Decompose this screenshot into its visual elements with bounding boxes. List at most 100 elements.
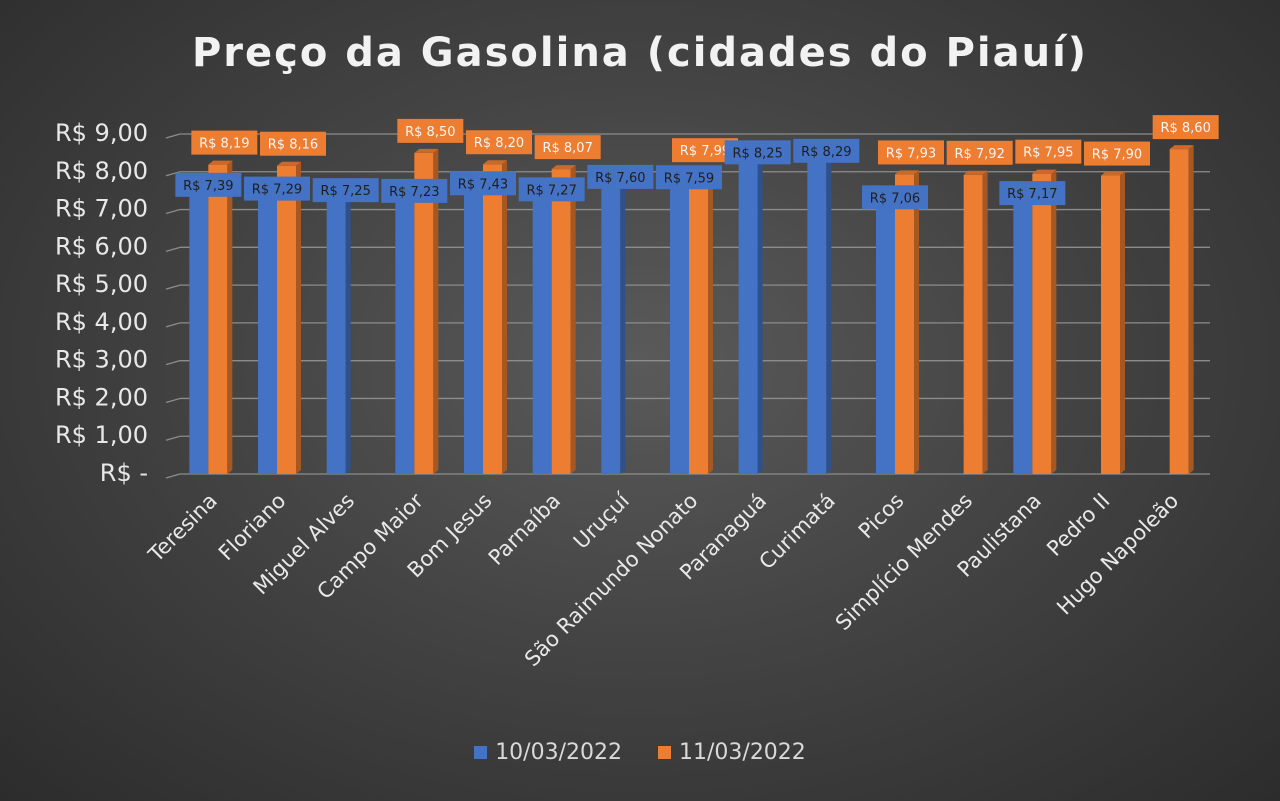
- data-label-text: R$ 7,17: [1007, 187, 1057, 202]
- legend-label-series-1: 10/03/2022: [495, 740, 622, 765]
- bar-front: [258, 198, 277, 474]
- legend-label-series-2: 11/03/2022: [679, 740, 806, 765]
- bar: [895, 170, 919, 474]
- bar-top: [483, 160, 507, 165]
- data-label-text: R$ 8,25: [732, 146, 782, 161]
- data-label-text: R$ 8,50: [405, 125, 455, 140]
- bar-side: [296, 161, 301, 474]
- chart-title: Preço da Gasolina (cidades do Piauí): [191, 30, 1089, 76]
- bar-front: [876, 207, 895, 475]
- legend-item-series-1: 10/03/2022: [474, 740, 622, 765]
- data-label: R$ 8,07: [534, 135, 601, 160]
- data-label: R$ 7,59: [656, 165, 722, 190]
- bar-front: [807, 160, 827, 475]
- data-label: R$ 7,60: [587, 164, 654, 189]
- data-label-text: R$ 7,92: [954, 147, 1004, 162]
- data-label-text: R$ 7,93: [886, 146, 936, 161]
- bar-front: [189, 194, 209, 475]
- y-tick-label: R$ -: [100, 459, 148, 487]
- gridline-depth: [165, 322, 181, 328]
- data-label: R$ 7,43: [450, 171, 516, 196]
- bar: [601, 182, 626, 474]
- data-label-text: R$ 8,19: [199, 137, 249, 152]
- bar-front: [532, 199, 552, 474]
- gridline-depth: [165, 171, 181, 177]
- x-tick-label: Teresina: [143, 489, 222, 568]
- data-label-box: [946, 140, 1013, 165]
- data-label: R$ 8,16: [260, 131, 326, 156]
- data-labels: R$ 7,39 R$ 8,19 R$ 7,29 R$ 8,16 R$ 7,25 R$ 7,…: [175, 115, 1219, 210]
- data-label: R$ 7,27: [518, 177, 585, 202]
- gridline-depth: [165, 473, 181, 479]
- data-label-box: [518, 177, 585, 202]
- bar: [689, 168, 713, 474]
- data-label: R$ 8,50: [397, 118, 464, 143]
- x-tick-label: Uruçuí: [569, 488, 635, 554]
- data-label-box: [587, 164, 654, 189]
- data-label-text: R$ 7,23: [389, 185, 439, 200]
- data-label-text: R$ 7,95: [1023, 146, 1073, 161]
- data-label: R$ 7,06: [862, 185, 928, 210]
- legend-item-series-2: 11/03/2022: [658, 740, 806, 765]
- bar-front: [963, 174, 983, 475]
- bars: [189, 145, 1194, 475]
- data-label: R$ 7,23: [381, 178, 448, 203]
- data-label-box: [999, 181, 1066, 206]
- gridline-depth: [165, 208, 181, 215]
- bar-side: [708, 168, 713, 474]
- data-label-text: R$ 7,99: [680, 144, 730, 159]
- y-tick-label: R$ 6,00: [55, 232, 148, 260]
- bar-front: [208, 164, 228, 474]
- bar-top: [208, 160, 233, 165]
- data-label-box: [862, 185, 928, 210]
- x-tick-label: Picos: [854, 489, 909, 544]
- bar-side: [502, 160, 507, 474]
- bar: [807, 156, 832, 475]
- data-label: R$ 8,20: [466, 130, 532, 155]
- x-tick-label: Hugo Napoleão: [1052, 489, 1183, 620]
- gridline-depth: [165, 397, 181, 404]
- bar-front: [1169, 149, 1189, 474]
- bar-top: [895, 170, 919, 175]
- data-label: R$ 7,95: [1015, 139, 1082, 164]
- data-label-box: [191, 130, 258, 155]
- y-tick-label: R$ 5,00: [55, 270, 148, 298]
- bar-side: [914, 170, 919, 474]
- bar-side: [1188, 145, 1194, 474]
- bar: [1169, 145, 1194, 474]
- data-label: R$ 7,93: [878, 140, 944, 165]
- data-label-box: [175, 172, 242, 197]
- data-label-text: R$ 8,29: [801, 145, 851, 160]
- data-label: R$ 7,17: [999, 181, 1066, 206]
- y-tick-label: R$ 1,00: [55, 421, 148, 449]
- gridline-depth: [165, 246, 181, 252]
- data-label-text: R$ 7,60: [595, 171, 645, 186]
- bar-front: [414, 152, 434, 474]
- bar: [1101, 171, 1125, 475]
- bar-front: [670, 187, 689, 474]
- data-label: R$ 7,39: [175, 172, 242, 197]
- data-label-box: [244, 176, 310, 201]
- data-label-box: [466, 130, 532, 155]
- data-label-box: [397, 118, 464, 143]
- bar-top: [551, 165, 576, 170]
- data-label-box: [793, 138, 860, 163]
- data-label-text: R$ 7,43: [458, 177, 508, 192]
- data-label-text: R$ 8,16: [268, 138, 318, 153]
- bar-front: [1101, 175, 1120, 475]
- bar-front: [277, 165, 296, 474]
- bar-top: [1101, 171, 1125, 176]
- legend: 10/03/2022 11/03/2022: [0, 740, 1280, 765]
- bar: [277, 161, 301, 474]
- bar-side: [227, 160, 233, 474]
- legend-swatch-series-1: [474, 746, 488, 759]
- data-label-box: [312, 178, 379, 203]
- bar-side: [982, 170, 988, 475]
- gridline-depth: [165, 435, 181, 441]
- bar-front: [601, 186, 621, 474]
- data-label: R$ 8,25: [724, 140, 791, 165]
- bar: [551, 165, 576, 474]
- data-label: R$ 7,90: [1084, 141, 1150, 166]
